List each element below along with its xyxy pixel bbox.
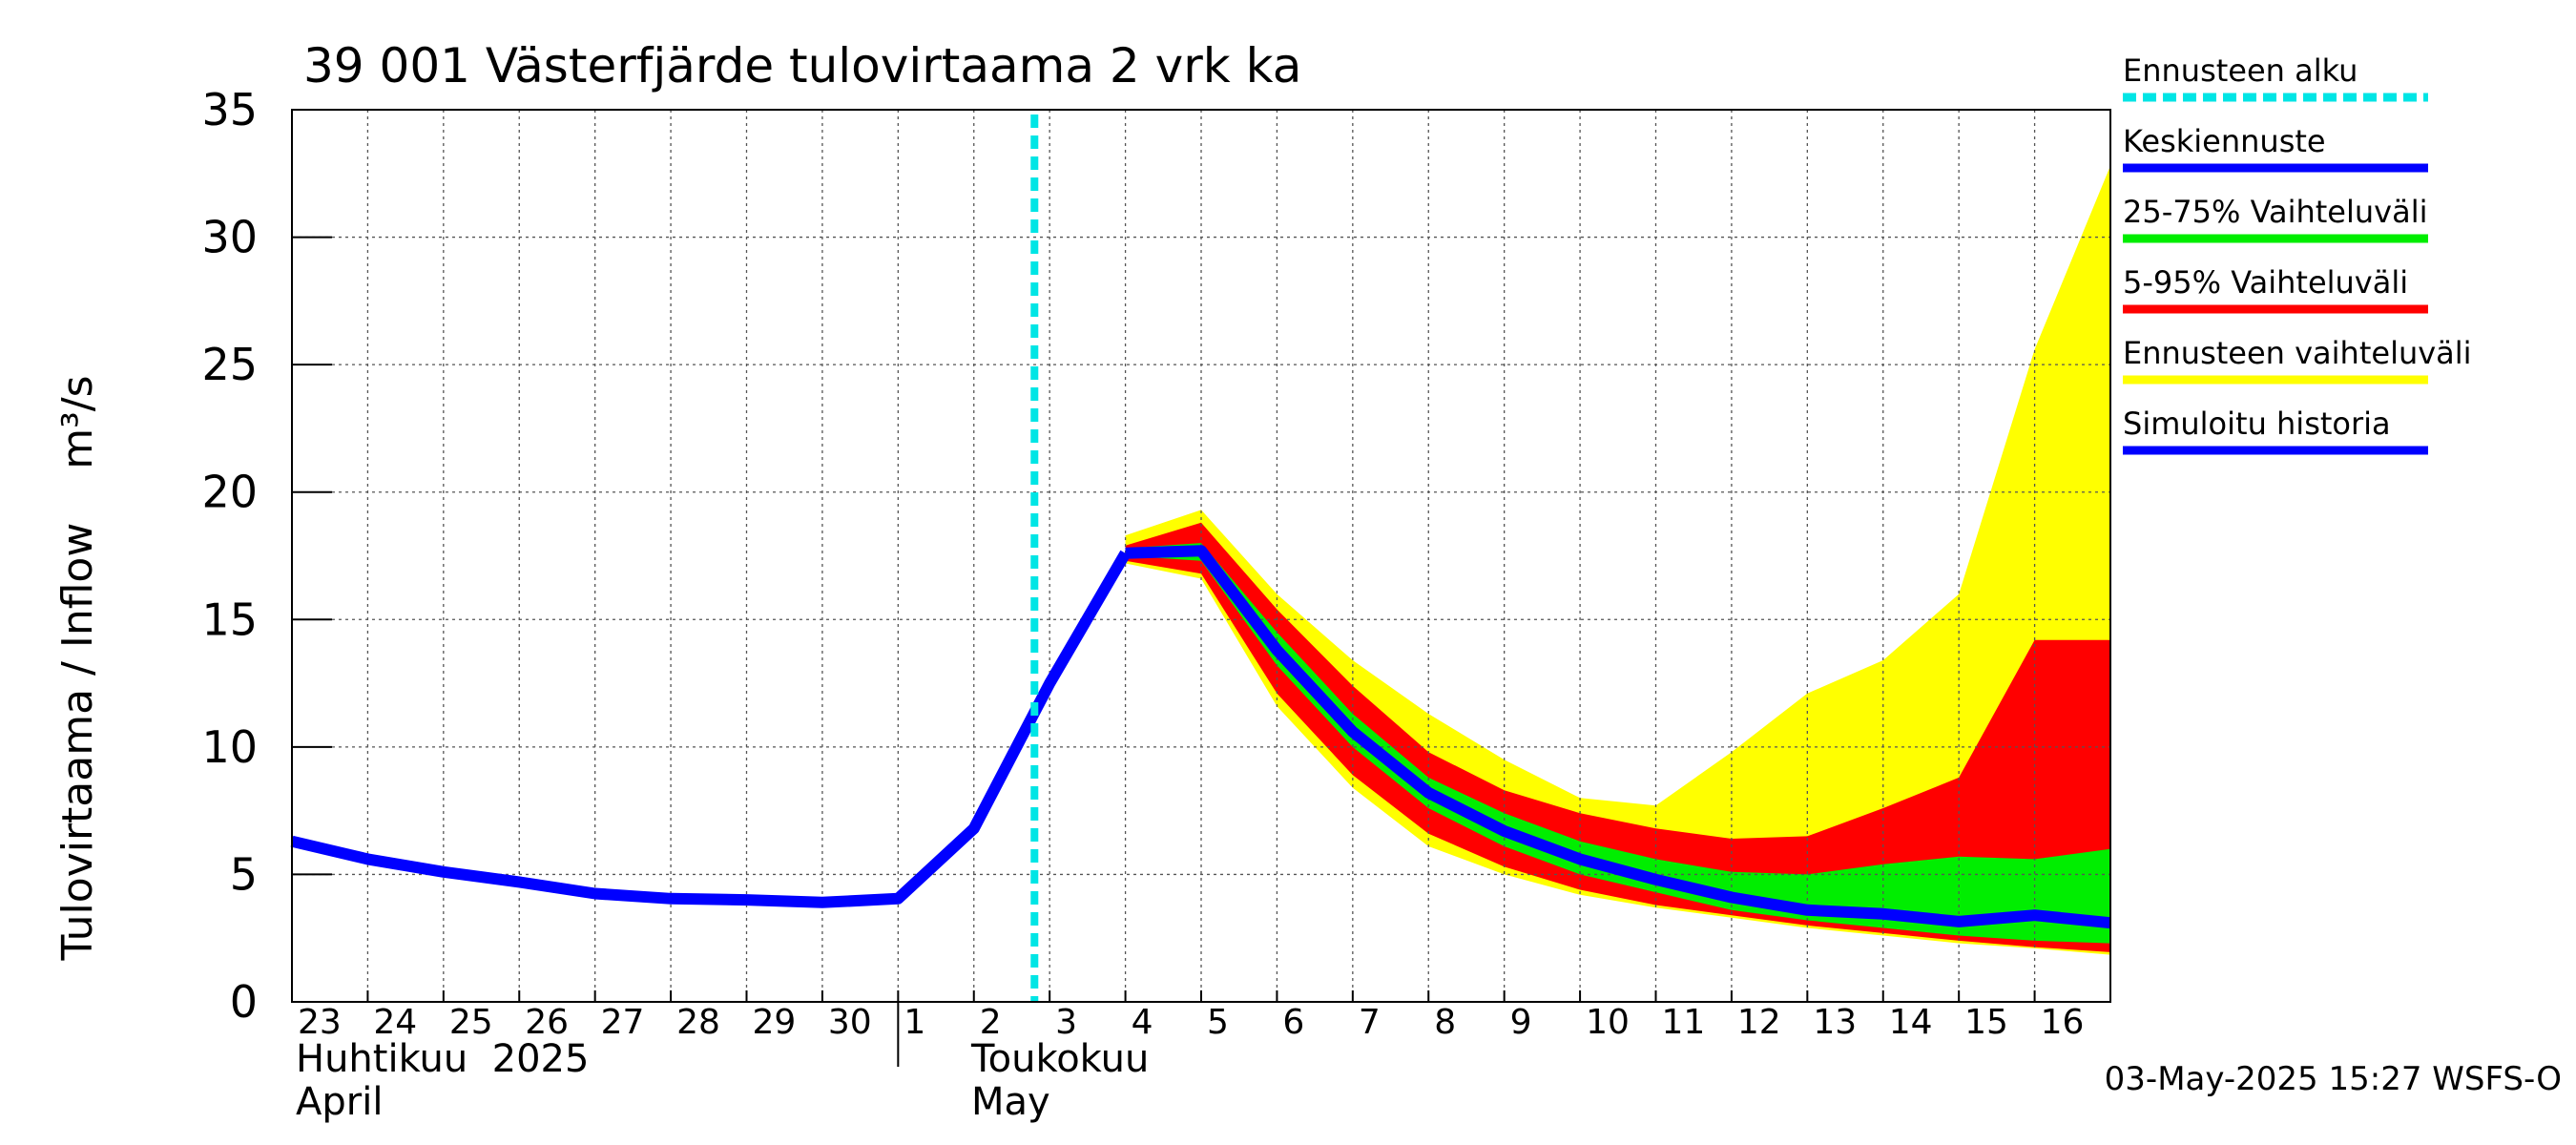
y-axis-label: Tulovirtaama / Inflow m³/s [53, 375, 102, 961]
legend-label: 25-75% Vaihteluväli [2123, 194, 2427, 230]
x-tick-label: 3 [1055, 1003, 1077, 1042]
line-keskiennuste [1125, 545, 2111, 929]
x-tick-label: 16 [2041, 1003, 2085, 1042]
y-tick-label: 5 [230, 848, 258, 900]
y-tick-label: 15 [201, 593, 258, 645]
legend-label: Ennusteen vaihteluväli [2123, 335, 2472, 371]
x-tick-label: 7 [1359, 1003, 1381, 1042]
x-tick-label: 24 [373, 1003, 417, 1042]
y-tick-label: 35 [201, 84, 258, 135]
x-tick-label: 12 [1737, 1003, 1781, 1042]
month-label-april-fi: Huhtikuu 2025 [296, 1037, 589, 1081]
legend: Ennusteen alku Keskiennuste 25-75% Vaihtel… [2123, 52, 2472, 455]
month-label-may-fi: Toukokuu [970, 1037, 1149, 1081]
legend-label: Keskiennuste [2123, 123, 2326, 159]
legend-label: Simuloitu historia [2123, 406, 2391, 442]
x-tick-label: 5 [1207, 1003, 1229, 1042]
y-tick-label: 30 [201, 212, 258, 263]
band-5-95-vaihteluv-li [1125, 522, 2110, 952]
x-tick-label: 14 [1889, 1003, 1933, 1042]
y-tick-label: 10 [201, 721, 258, 773]
x-tick-label: 26 [525, 1003, 569, 1042]
x-tick-label: 10 [1586, 1003, 1630, 1042]
x-tick-label: 25 [449, 1003, 493, 1042]
line-simuloitu-historia [290, 550, 1131, 908]
y-tick-label: 20 [201, 467, 258, 518]
footer-timestamp: 03-May-2025 15:27 WSFS-O [2105, 1060, 2562, 1098]
y-tick-label: 0 [230, 976, 258, 1028]
month-label-may-en: May [971, 1080, 1050, 1124]
series-lines [290, 114, 2111, 1002]
x-tick-label: 29 [753, 1003, 797, 1042]
x-tick-label: 2 [980, 1003, 1002, 1042]
x-tick-label: 8 [1434, 1003, 1456, 1042]
forecast-bands [1125, 165, 2110, 955]
x-tick-label: 4 [1132, 1003, 1153, 1042]
month-label-april-en: April [296, 1080, 383, 1124]
x-tick-label: 30 [828, 1003, 872, 1042]
x-tick-label: 6 [1282, 1003, 1304, 1042]
x-tick-label: 1 [904, 1003, 925, 1042]
x-tick-label: 11 [1662, 1003, 1706, 1042]
legend-label: 5-95% Vaihteluväli [2123, 264, 2408, 301]
x-ticks: 23 24 25 26 27 28 29 30 1 2 3 4 5 6 7 8 9 10 11 12 13 14 15 16 [291, 990, 2085, 1042]
legend-label: Ennusteen alku [2123, 52, 2358, 89]
x-tick-label: 13 [1813, 1003, 1857, 1042]
x-tick-label: 28 [676, 1003, 720, 1042]
x-tick-label: 23 [298, 1003, 342, 1042]
x-tick-label: 27 [601, 1003, 645, 1042]
x-tick-label: 15 [1964, 1003, 2008, 1042]
x-tick-label: 9 [1510, 1003, 1532, 1042]
y-ticks: 0 5 10 15 20 25 30 35 [201, 84, 332, 1028]
y-tick-label: 25 [201, 339, 258, 390]
chart-title: 39 001 Västerfjärde tulovirtaama 2 vrk k… [303, 38, 1301, 94]
